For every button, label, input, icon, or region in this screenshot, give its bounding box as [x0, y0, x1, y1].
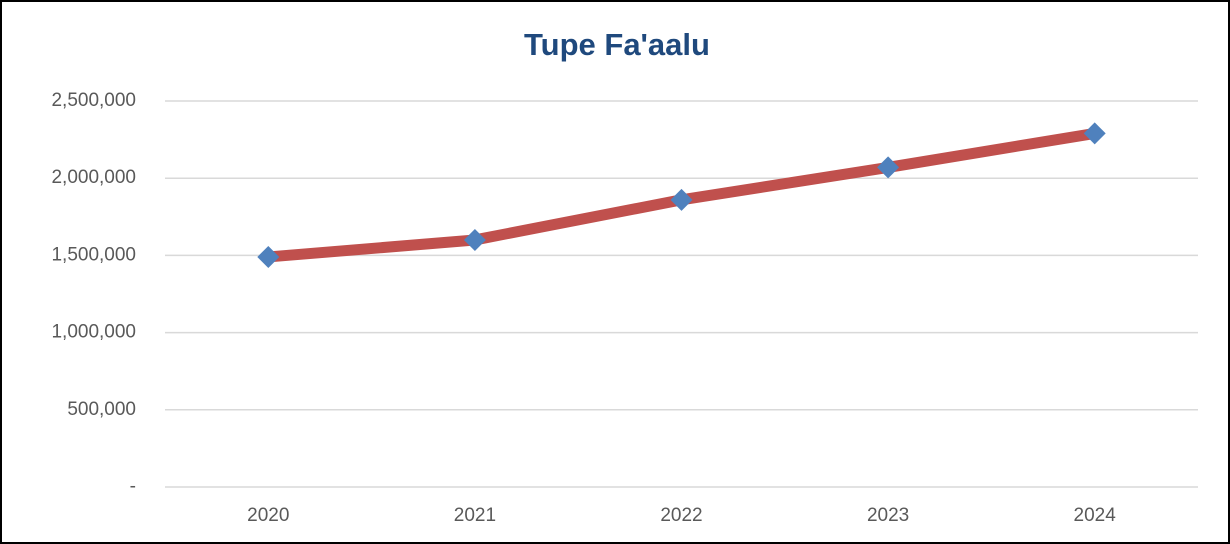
y-tick-label: 1,500,000 [51, 244, 136, 265]
marker [1083, 122, 1106, 145]
x-tick-label: 2024 [1074, 505, 1117, 526]
y-tick-label: 500,000 [67, 399, 136, 420]
y-tick-label: 1,000,000 [51, 322, 136, 343]
x-tick-label: 2022 [660, 505, 702, 526]
y-tick-label: 2,500,000 [51, 90, 136, 111]
marker [877, 156, 900, 179]
marker [670, 188, 693, 211]
chart-title: Tupe Fa'aalu [524, 27, 710, 62]
marker [463, 228, 486, 251]
x-tick-label: 2021 [454, 505, 496, 526]
x-tick-label: 2023 [867, 505, 909, 526]
y-tick-label: 2,000,000 [51, 167, 136, 188]
x-tick-label: 2020 [247, 505, 289, 526]
y-tick-label: - [130, 476, 136, 497]
marker [257, 245, 280, 268]
